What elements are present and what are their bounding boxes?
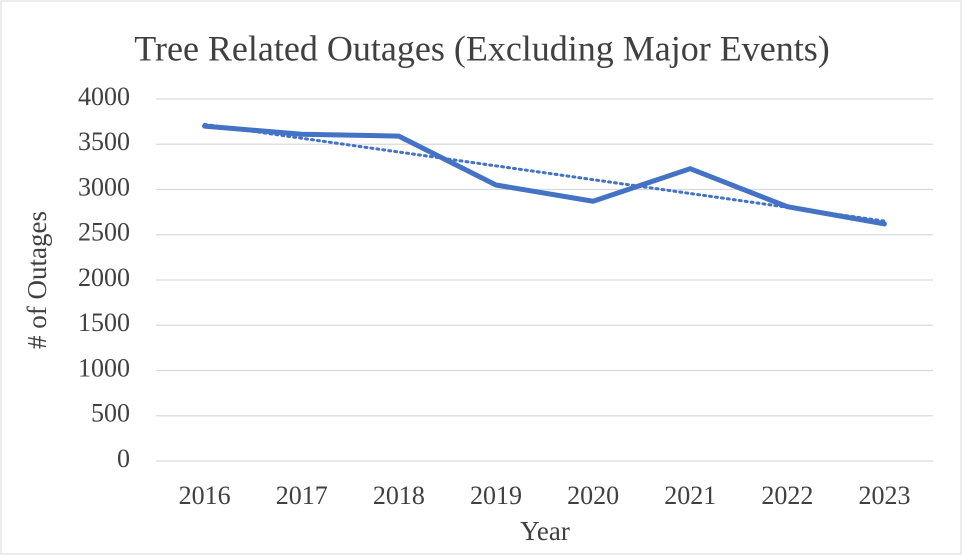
x-tick-label: 2018 — [373, 481, 425, 510]
y-tick-label: 1000 — [78, 353, 130, 382]
y-tick-label: 2500 — [78, 218, 130, 247]
y-tick-label: 0 — [117, 444, 130, 473]
y-axis-label: # of Outages — [22, 211, 52, 349]
y-tick-label: 2000 — [78, 263, 130, 292]
x-axis-label: Year — [520, 516, 570, 546]
x-tick-label: 2019 — [470, 481, 522, 510]
y-tick-label: 4000 — [78, 82, 130, 111]
x-tick-label: 2021 — [664, 481, 716, 510]
x-tick-label: 2022 — [761, 481, 813, 510]
y-tick-label: 500 — [91, 399, 130, 428]
x-tick-label: 2016 — [179, 481, 231, 510]
chart-title: Tree Related Outages (Excluding Major Ev… — [134, 28, 830, 68]
y-tick-label: 3500 — [78, 127, 130, 156]
data-line — [202, 123, 887, 227]
x-tick-label: 2023 — [858, 481, 910, 510]
y-tick-label: 1500 — [78, 308, 130, 337]
trendline — [203, 122, 886, 223]
y-tick-label: 3000 — [78, 172, 130, 201]
x-tick-label: 2020 — [567, 481, 619, 510]
x-tick-label: 2017 — [276, 481, 328, 510]
